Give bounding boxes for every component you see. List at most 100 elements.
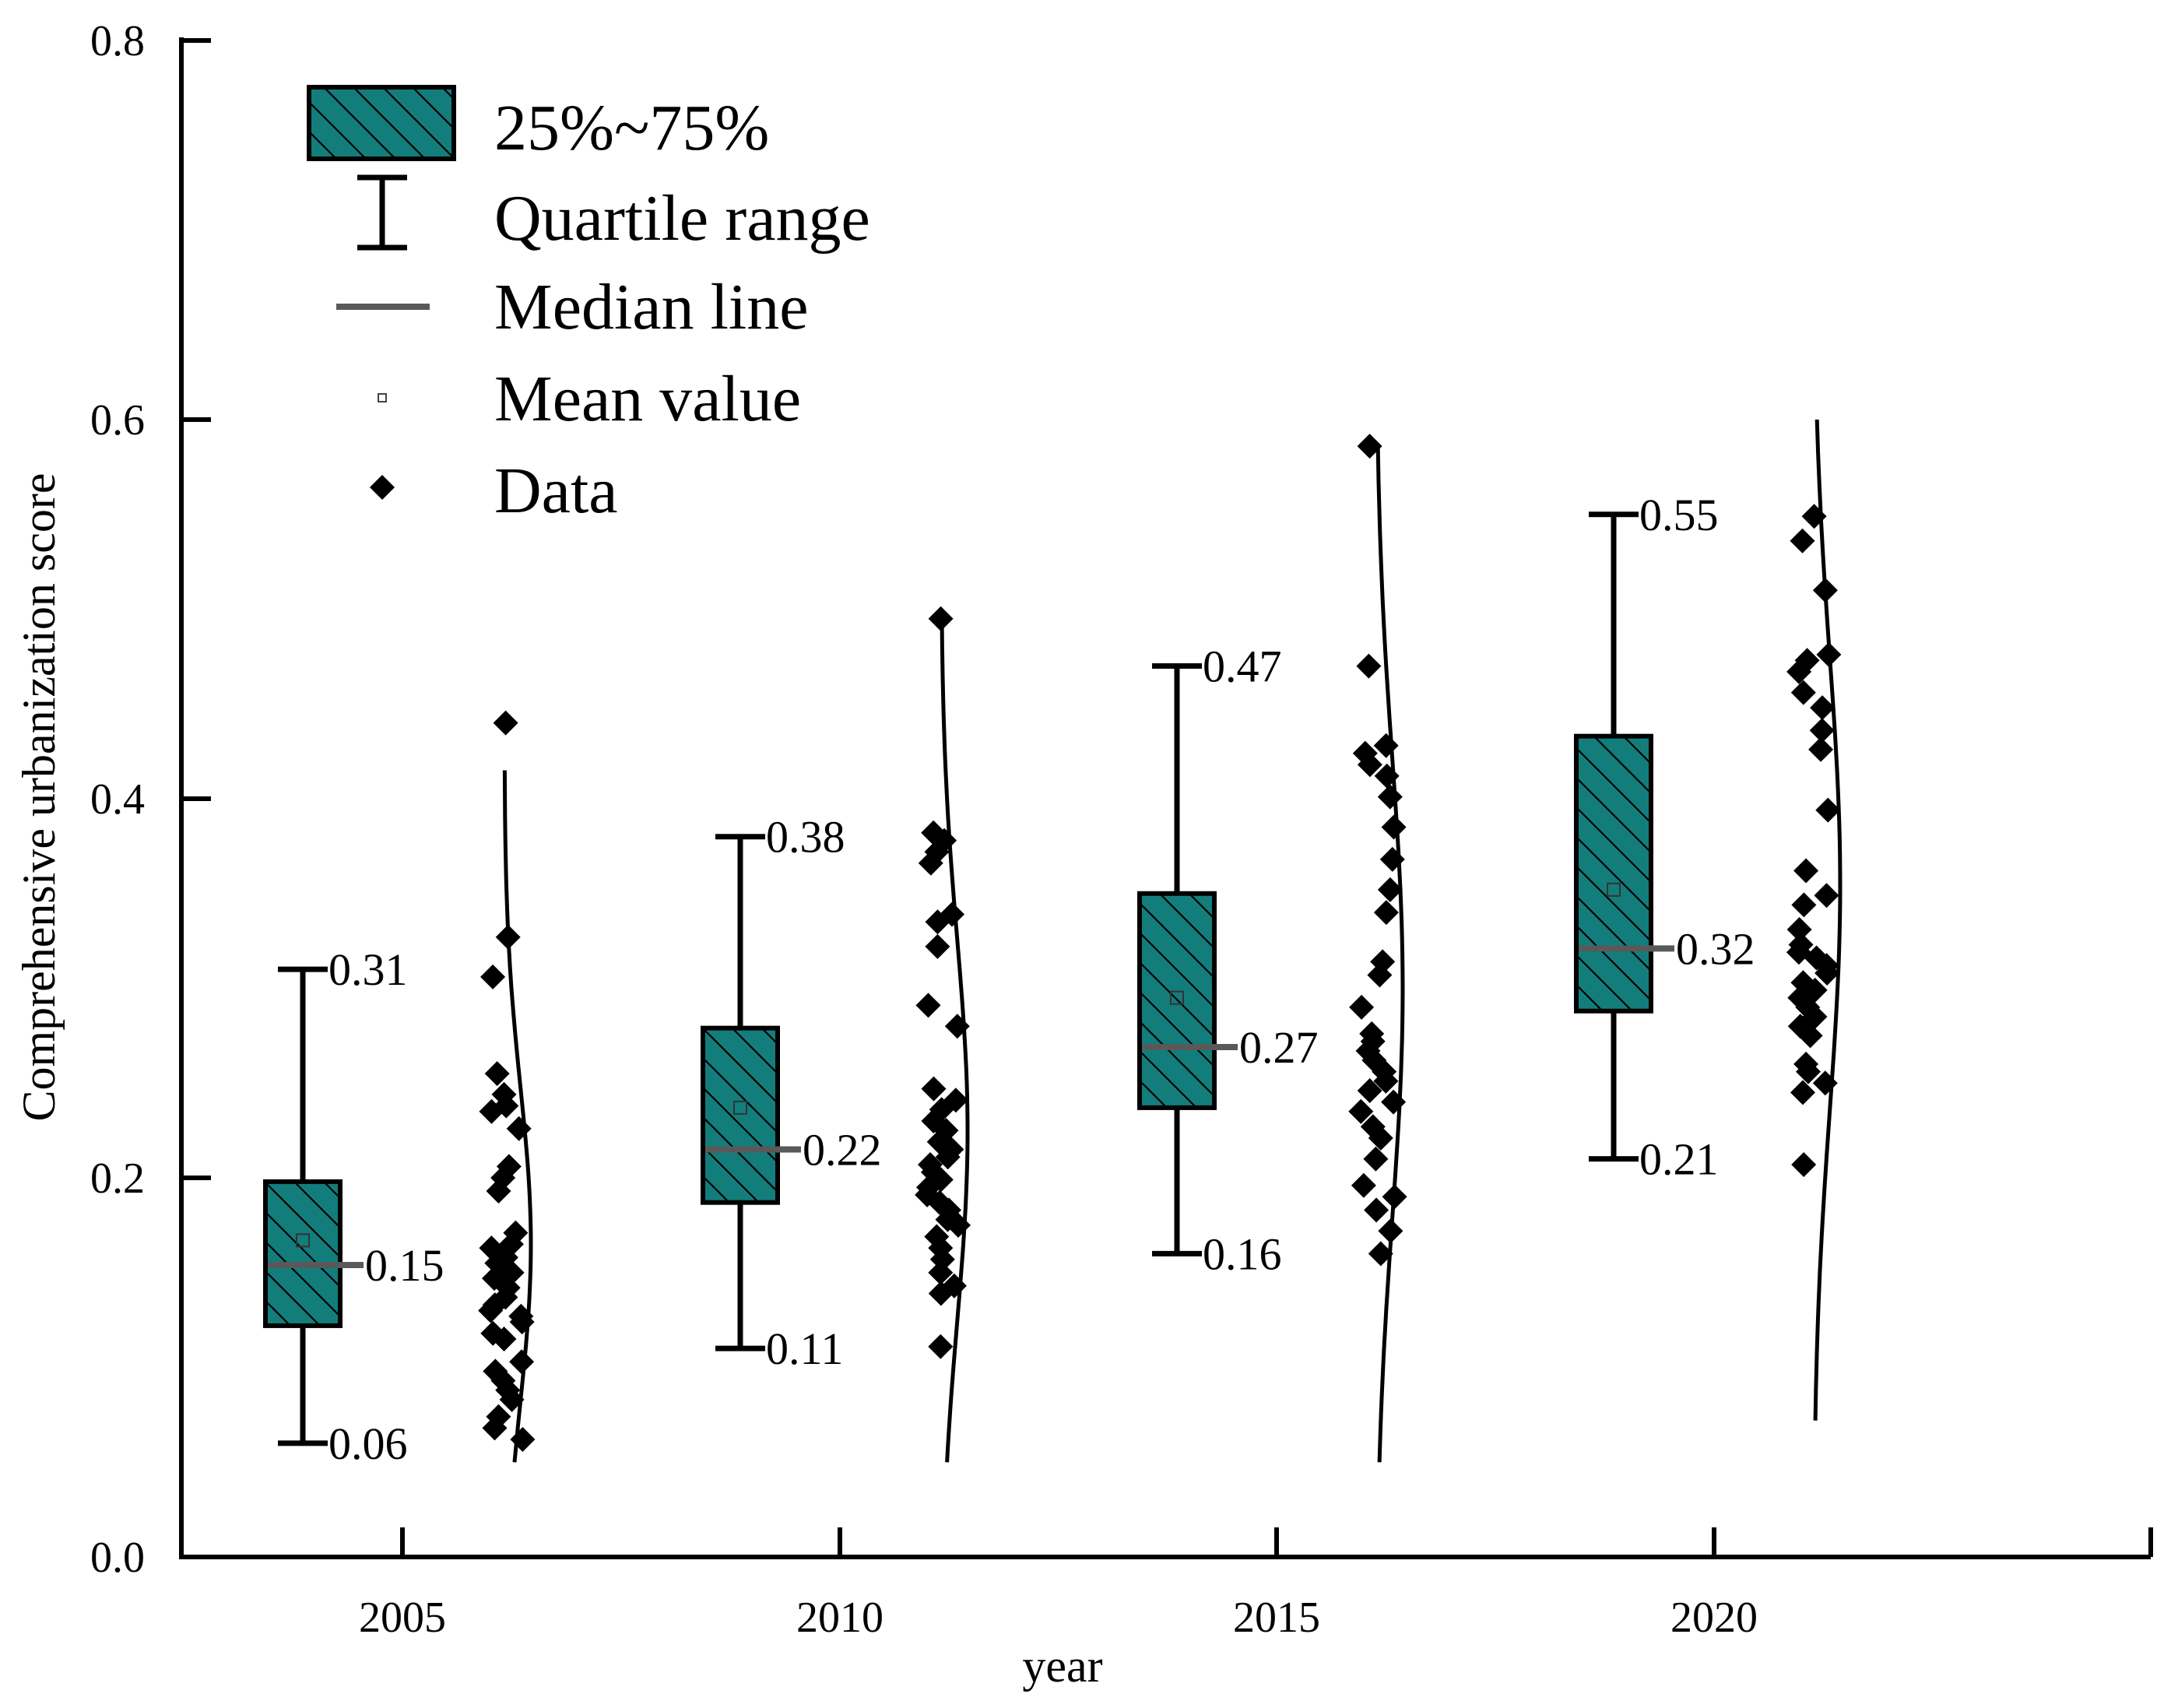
mean-marker-2005	[296, 1233, 310, 1248]
group-2015: 0.47 0.16 0.27	[1137, 434, 1407, 1463]
data-point-2020-8	[1809, 718, 1835, 743]
label-whisker-low-2015: 0.16	[1203, 1228, 1282, 1279]
data-point-2005-6	[479, 1098, 504, 1124]
data-point-2005-0	[493, 710, 518, 736]
data-point-2010-10	[921, 1076, 947, 1102]
data-point-2010-17	[935, 1144, 961, 1170]
legend: 25%~75% Quartile range Median line Mean …	[307, 85, 870, 527]
data-point-2005-10	[486, 1179, 511, 1204]
data-point-2015-4	[1357, 752, 1382, 778]
legend-label-median: Median line	[494, 271, 809, 343]
label-median-2020: 0.32	[1676, 923, 1755, 974]
y-axis-title: Comprehensive urbanization score	[13, 473, 65, 1121]
data-point-2015-1	[1356, 653, 1382, 679]
data-point-2020-28	[1796, 1059, 1821, 1084]
label-median-2005: 0.15	[365, 1240, 444, 1291]
mean-marker-2015	[1170, 990, 1184, 1005]
legend-box-swatch	[307, 85, 456, 161]
data-point-2010-4	[918, 850, 943, 876]
data-point-2005-25	[491, 1327, 517, 1351]
data-point-2015-28	[1364, 1197, 1389, 1223]
data-point-2015-22	[1348, 1098, 1374, 1124]
label-whisker-high-2020: 0.55	[1639, 490, 1719, 540]
data-point-2020-5	[1786, 659, 1812, 684]
data-point-2020-26	[1797, 1023, 1823, 1049]
data-point-2015-20	[1357, 1078, 1382, 1103]
data-point-2005-7	[506, 1116, 532, 1141]
data-point-2015-26	[1351, 1172, 1376, 1198]
data-point-2015-19	[1373, 1068, 1399, 1094]
data-point-2020-29	[1812, 1070, 1838, 1096]
data-point-2015-13	[1349, 994, 1375, 1020]
legend-label-quartile-range: Quartile range	[494, 182, 870, 255]
legend-label-data: Data	[494, 455, 618, 527]
data-point-2015-0	[1357, 434, 1382, 459]
data-point-2020-10	[1815, 797, 1841, 823]
iqr-box-2015	[1137, 891, 1217, 1110]
x-tick-label-3: 2020	[1670, 1594, 1758, 1642]
label-median-2015: 0.27	[1239, 1022, 1319, 1073]
data-point-2015-7	[1381, 814, 1407, 840]
group-2020: 0.55 0.21 0.32	[1574, 419, 1843, 1421]
data-point-2005-33	[510, 1427, 536, 1452]
legend-data-swatch	[370, 475, 395, 500]
x-tick-label-1: 2010	[796, 1594, 884, 1642]
iqr-box-2020	[1574, 733, 1653, 1014]
data-point-2005-26	[509, 1349, 535, 1375]
data-point-2020-31	[1791, 1152, 1817, 1177]
label-whisker-high-2005: 0.31	[328, 944, 408, 995]
data-point-2010-9	[944, 1014, 970, 1039]
data-point-2005-1	[495, 924, 521, 950]
data-point-2010-30	[928, 1260, 954, 1285]
data-point-2010-7	[925, 933, 950, 959]
mean-marker-2020	[1607, 882, 1621, 897]
density-curve-2010	[940, 618, 970, 1463]
group-2010: 0.38 0.11 0.22	[701, 606, 971, 1463]
label-whisker-high-2010: 0.38	[766, 812, 845, 863]
data-point-2020-6	[1790, 680, 1816, 705]
data-point-2020-0	[1801, 504, 1827, 529]
y-tick-label-0: 0.0	[90, 1534, 145, 1582]
data-point-2020-12	[1814, 883, 1839, 908]
group-2005: 0.31 0.06 0.15	[263, 710, 536, 1469]
data-point-2020-11	[1793, 858, 1819, 884]
data-point-2020-14	[1786, 917, 1812, 942]
iqr-box-2005	[263, 1179, 343, 1328]
label-whisker-low-2020: 0.21	[1639, 1134, 1719, 1185]
data-point-2020-30	[1790, 1080, 1815, 1105]
data-point-2010-33	[928, 1334, 954, 1359]
density-curve-2020	[1813, 419, 1843, 1421]
data-point-2020-1	[1790, 528, 1815, 554]
data-point-2015-30	[1368, 1241, 1393, 1267]
data-point-2010-6	[925, 909, 950, 935]
data-point-2020-9	[1808, 736, 1834, 762]
data-point-2005-30	[499, 1386, 525, 1412]
data-point-2020-3	[1816, 641, 1842, 667]
label-median-2010: 0.22	[803, 1124, 882, 1175]
data-point-2015-27	[1382, 1184, 1407, 1210]
y-tick-label-3: 0.6	[90, 396, 145, 445]
data-point-2015-25	[1363, 1146, 1389, 1172]
data-point-2010-32	[928, 1281, 954, 1306]
legend-whisker-swatch	[357, 174, 407, 251]
data-point-2010-8	[915, 993, 941, 1018]
data-point-2015-21	[1381, 1089, 1407, 1115]
data-point-2015-5	[1374, 763, 1400, 789]
data-point-2020-7	[1810, 695, 1836, 721]
legend-mean-swatch	[378, 393, 387, 402]
data-point-2010-26	[946, 1212, 971, 1238]
data-point-2015-29	[1378, 1218, 1403, 1244]
data-point-2005-2	[480, 964, 506, 989]
data-point-2015-9	[1377, 877, 1403, 902]
box-groups: 0.31 0.06 0.15 0.38 0.11 0.22 0.47 0.16 0.27 0.55…	[263, 419, 1843, 1469]
legend-label-iqr: 25%~75%	[494, 92, 769, 164]
y-tick-label-1: 0.2	[90, 1154, 145, 1203]
legend-label-mean: Mean value	[494, 363, 801, 435]
y-axis-ticks: 0.0 0.2 0.4 0.6 0.8	[90, 17, 211, 1582]
y-tick-label-2: 0.4	[90, 775, 145, 824]
label-whisker-high-2015: 0.47	[1203, 641, 1282, 692]
data-point-2010-0	[928, 606, 954, 631]
density-curve-2015	[1375, 448, 1405, 1463]
x-axis-ticks: 2005 2010 2015 2020	[359, 1527, 1758, 1642]
